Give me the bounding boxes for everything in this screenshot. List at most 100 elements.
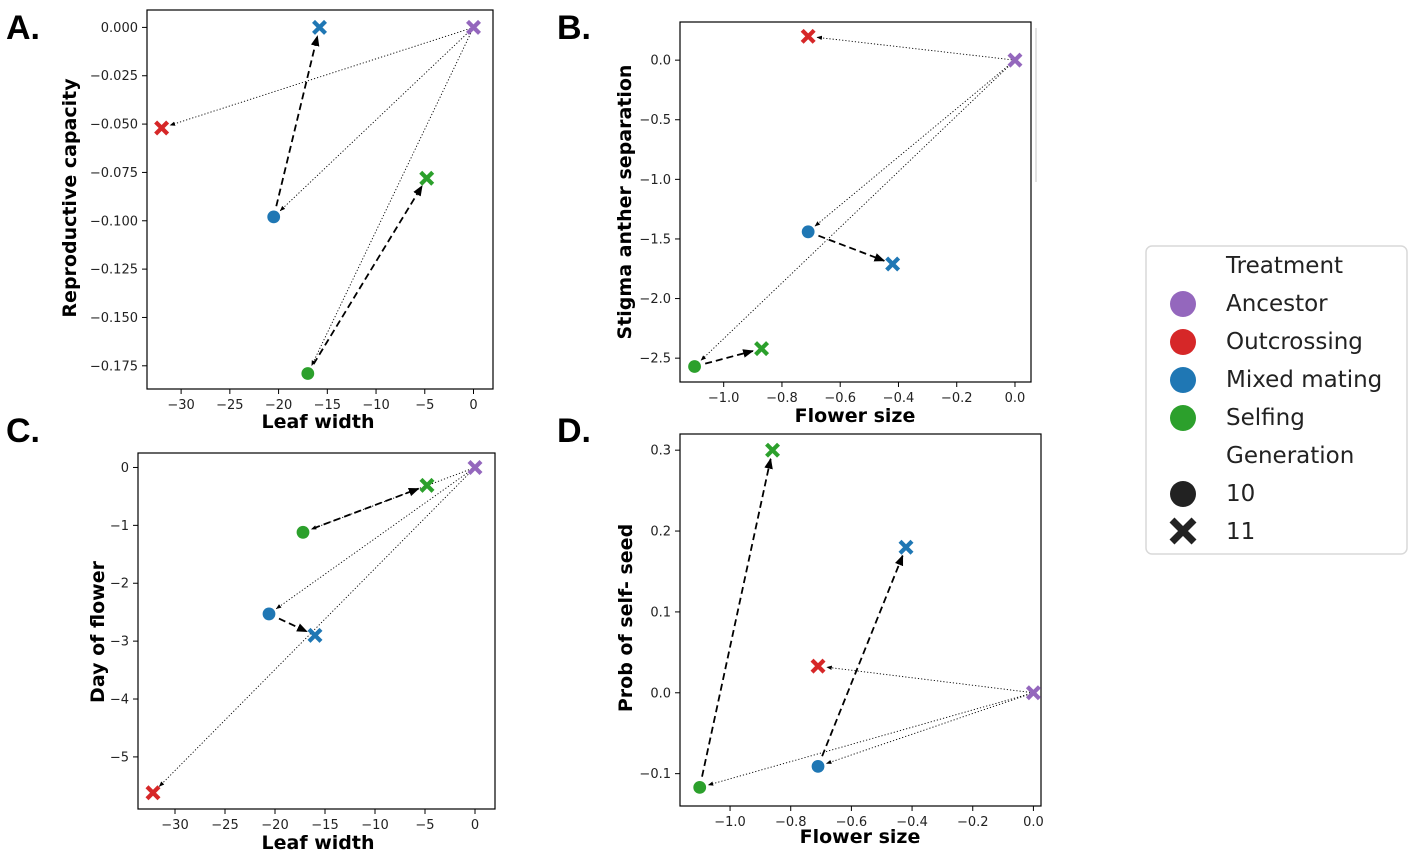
panel-d-xtick-label: 0.0 — [1023, 815, 1044, 830]
panel-c-ytick-label: −2 — [110, 577, 129, 592]
legend-mixed-mating-marker — [1170, 367, 1196, 393]
panel-c-point-ancestor-gen11 — [467, 459, 483, 475]
panel-d-point-selfing-gen10 — [692, 779, 708, 796]
panel-c-point-selfing-gen10 — [295, 524, 311, 540]
panel-c-ytick-label: 0 — [121, 461, 129, 476]
legend-outcrossing-label: Outcrossing — [1226, 329, 1363, 355]
panel-a-point-mixed-mating-gen11 — [312, 19, 327, 35]
panel-b-point-outcrossing-gen11 — [800, 28, 816, 44]
panel-a-ytick-label: −0.025 — [90, 69, 138, 84]
legend-ancestor-label: Ancestor — [1226, 291, 1328, 317]
panel-b-chart: B. Flower size Stigma anther separation … — [557, 9, 1037, 427]
panel-a-arrow-dashed — [272, 35, 320, 218]
panel-c-xtick-label: 0 — [471, 818, 479, 833]
legend-generation-11-label: 11 — [1226, 519, 1255, 545]
panel-c-chart: C. Leaf width Day of flower −3 0 −25 −2 0 −15… — [6, 412, 496, 853]
panel-d-chart: D. Flower size Prob of self- seed −1.0 −0… — [557, 412, 1044, 848]
panel-d-xtick-label: −0.6 — [836, 815, 868, 830]
panel-c-ylabel: Day of flower — [87, 560, 109, 703]
panel-a-arrow-dashed — [307, 184, 423, 374]
panel-b-ytick-label: −2.5 — [639, 352, 671, 367]
panel-a-xlabel: Leaf width — [262, 411, 375, 433]
panel-a-point-outcrossing-gen11 — [154, 120, 170, 136]
panel-a-xtick-label: −5 — [415, 398, 434, 413]
legend-box — [1145, 245, 1408, 555]
panel-d-ytick-label: 0.0 — [650, 686, 671, 701]
panel-a-arrow-dotted — [311, 27, 474, 366]
legend-mixed-mating-label: Mixed mating — [1226, 367, 1382, 393]
panel-a-xtick-label: −10 — [362, 398, 389, 413]
panel-b-point-ancestor-gen11 — [1007, 52, 1023, 68]
panel-c-xlabel: Leaf width — [262, 832, 375, 853]
panel-a-letter: A. — [6, 9, 40, 47]
panel-d-arrow-dashed — [817, 554, 904, 767]
panel-d-point-mixed-mating-gen10 — [810, 758, 826, 774]
panel-a-xtick-label: 0 — [469, 398, 477, 413]
panel-c-xtick-label: −25 — [211, 818, 238, 833]
panel-d-ylabel: Prob of self- seed — [615, 524, 637, 712]
panel-c-arrow-dotted — [158, 467, 476, 787]
panel-b-arrow-dotted — [816, 35, 1016, 61]
panel-d-point-mixed-mating-gen11 — [898, 539, 914, 555]
legend-generation-10-label: 10 — [1226, 481, 1255, 507]
panel-b-ytick-label: −1.0 — [639, 173, 671, 188]
panel-c-point-selfing-gen11 — [419, 477, 435, 493]
panel-d-ytick-label: 0.2 — [650, 525, 671, 540]
panel-d-arrow-dashed — [698, 457, 773, 788]
panel-b-arrow-dotted — [814, 59, 1016, 227]
panel-a-arrow-dotted — [279, 27, 474, 212]
panel-d-point-outcrossing-gen11 — [810, 658, 826, 674]
panel-d-ytick-label: −0.1 — [639, 767, 671, 782]
panel-d-xlabel: Flower size — [800, 826, 921, 848]
panel-b-point-mixed-mating-gen11 — [885, 256, 901, 272]
panel-b-letter: B. — [557, 9, 591, 47]
panel-a-ytick-label: −0.150 — [90, 311, 138, 326]
panel-d-arrow-dotted — [826, 665, 1034, 694]
panel-b-ytick-label: −0.5 — [639, 113, 671, 128]
panel-a-ytick-label: −0.075 — [90, 166, 138, 181]
panel-b-point-selfing-gen10 — [686, 358, 703, 375]
panel-c-ytick-label: −3 — [110, 635, 129, 650]
panel-c-xtick-label: −15 — [311, 818, 338, 833]
legend-treatment-title: Treatment — [1225, 253, 1343, 279]
panel-d-letter: D. — [557, 412, 591, 450]
panel-a-point-mixed-mating-gen10 — [266, 209, 282, 225]
panel-a-ytick-label: 0.000 — [101, 21, 138, 36]
legend: Treatment Ancestor Outcrossing Mixed mat… — [1145, 245, 1408, 555]
panel-a-point-ancestor-gen11 — [466, 19, 481, 35]
panel-a-xtick-label: −20 — [265, 398, 292, 413]
panel-d-point-selfing-gen11 — [765, 442, 781, 458]
panel-b-arrow-dashed — [694, 349, 754, 368]
panel-c-ytick-label: −4 — [110, 693, 129, 708]
panel-b-xtick-label: −0.4 — [883, 391, 915, 406]
panel-d-xtick-label: −1.0 — [714, 815, 746, 830]
panel-c-ytick-label: −1 — [110, 519, 129, 534]
panel-b-xtick-label: −0.2 — [941, 391, 973, 406]
panel-a-ytick-label: −0.175 — [90, 359, 138, 374]
panel-c-point-mixed-mating-gen10 — [261, 606, 277, 622]
panel-c-arrow-dashed — [302, 487, 420, 534]
panel-b-ytick-label: −2.0 — [639, 292, 671, 307]
panel-b-plot-frame — [679, 21, 1032, 383]
panel-b-xtick-label: −0.6 — [824, 391, 856, 406]
panel-d-arrow-dotted — [707, 692, 1034, 786]
panel-a-xtick-label: −30 — [167, 398, 194, 413]
panel-b-xtick-label: −0.8 — [766, 391, 798, 406]
legend-generation-11-marker — [1169, 517, 1197, 545]
panel-b-ylabel: Stigma anther separation — [614, 65, 636, 340]
legend-outcrossing-marker — [1170, 329, 1196, 355]
panel-c-ytick-label: −5 — [110, 750, 129, 765]
panel-b-xtick-label: 0.0 — [1005, 391, 1026, 406]
panel-b-point-selfing-gen11 — [754, 341, 770, 357]
legend-generation-10-marker — [1170, 481, 1196, 507]
legend-ancestor-marker — [1170, 291, 1196, 317]
panel-a-point-selfing-gen11 — [419, 170, 435, 186]
panel-c-point-mixed-mating-gen11 — [307, 627, 323, 643]
panel-a-xtick-label: −25 — [216, 398, 243, 413]
panel-a-ytick-label: −0.050 — [90, 118, 138, 133]
panel-c-arrow-dotted — [310, 467, 476, 530]
panel-c-plot-frame — [137, 452, 496, 810]
panel-b-ytick-label: −1.5 — [639, 232, 671, 247]
panel-c-letter: C. — [6, 412, 40, 450]
